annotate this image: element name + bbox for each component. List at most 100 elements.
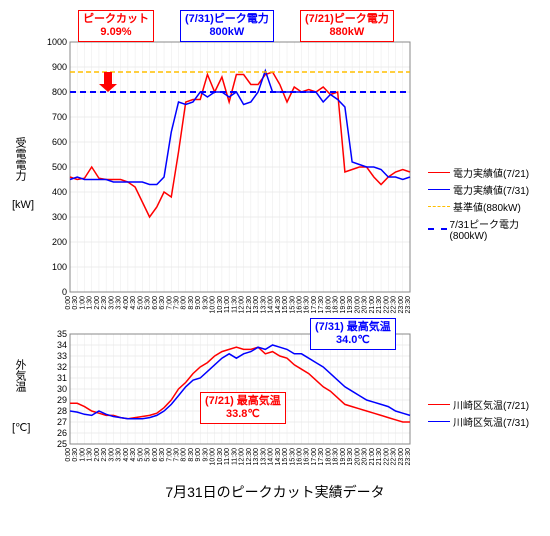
- svg-text:3:00: 3:00: [108, 296, 115, 310]
- callout: (7/31)ピーク電力800kW: [180, 10, 274, 42]
- svg-text:8:30: 8:30: [188, 296, 195, 310]
- svg-text:3:00: 3:00: [108, 448, 115, 462]
- svg-text:19:00: 19:00: [340, 296, 347, 314]
- svg-text:0:00: 0:00: [65, 448, 72, 462]
- svg-text:12:00: 12:00: [239, 296, 246, 314]
- svg-text:16:00: 16:00: [296, 448, 303, 466]
- svg-text:22:30: 22:30: [391, 296, 398, 314]
- svg-text:0:30: 0:30: [72, 448, 79, 462]
- svg-text:18:30: 18:30: [333, 448, 340, 466]
- svg-text:900: 900: [52, 62, 67, 72]
- svg-text:4:30: 4:30: [130, 448, 137, 462]
- legend-label: 基準値(880kW): [453, 199, 521, 214]
- svg-text:0:00: 0:00: [65, 296, 72, 310]
- chart: 25262728293031323334350:000:301:001:302:…: [10, 322, 540, 474]
- legend-item: 電力実績値(7/31): [428, 182, 540, 197]
- svg-text:21:00: 21:00: [369, 448, 376, 466]
- svg-text:28: 28: [57, 406, 67, 416]
- svg-text:1:00: 1:00: [79, 296, 86, 310]
- svg-text:20:00: 20:00: [354, 448, 361, 466]
- svg-text:30: 30: [57, 384, 67, 394]
- svg-text:15:00: 15:00: [282, 296, 289, 314]
- y-axis-label: 受電電力: [12, 137, 28, 181]
- svg-text:8:00: 8:00: [181, 296, 188, 310]
- svg-text:16:00: 16:00: [296, 296, 303, 314]
- svg-text:9:30: 9:30: [202, 296, 209, 310]
- svg-text:13:30: 13:30: [260, 296, 267, 314]
- svg-text:9:00: 9:00: [195, 448, 202, 462]
- svg-text:25: 25: [57, 439, 67, 449]
- svg-text:200: 200: [52, 237, 67, 247]
- svg-text:4:30: 4:30: [130, 296, 137, 310]
- svg-text:5:30: 5:30: [145, 448, 152, 462]
- svg-text:6:00: 6:00: [152, 296, 159, 310]
- svg-text:12:00: 12:00: [239, 448, 246, 466]
- legend-item: 基準値(880kW): [428, 199, 540, 214]
- legend-item: 川崎区気温(7/21): [428, 397, 529, 412]
- legend: 川崎区気温(7/21) 川崎区気温(7/31): [428, 397, 529, 431]
- svg-text:9:30: 9:30: [202, 448, 209, 462]
- svg-text:13:00: 13:00: [253, 296, 260, 314]
- svg-text:19:30: 19:30: [347, 448, 354, 466]
- svg-text:20:00: 20:00: [354, 296, 361, 314]
- svg-text:100: 100: [52, 262, 67, 272]
- svg-text:4:00: 4:00: [123, 296, 130, 310]
- svg-text:5:00: 5:00: [137, 296, 144, 310]
- svg-text:14:00: 14:00: [268, 296, 275, 314]
- svg-text:10:30: 10:30: [217, 296, 224, 314]
- svg-text:6:30: 6:30: [159, 296, 166, 310]
- svg-text:18:00: 18:00: [325, 296, 332, 314]
- svg-text:17:30: 17:30: [318, 296, 325, 314]
- svg-text:22:00: 22:00: [383, 296, 390, 314]
- svg-text:11:00: 11:00: [224, 448, 231, 465]
- svg-text:4:00: 4:00: [123, 448, 130, 462]
- svg-text:32: 32: [57, 362, 67, 372]
- svg-text:10:00: 10:00: [210, 448, 217, 466]
- svg-text:500: 500: [52, 162, 67, 172]
- legend-label: 電力実績値(7/31): [453, 182, 529, 197]
- callout: (7/31) 最高気温34.0℃: [310, 318, 396, 350]
- caption: 7月31日のピークカット実績データ: [10, 482, 540, 502]
- svg-text:15:30: 15:30: [289, 448, 296, 466]
- svg-text:17:30: 17:30: [318, 448, 325, 466]
- legend-label: 川崎区気温(7/31): [453, 414, 529, 429]
- svg-text:33: 33: [57, 351, 67, 361]
- svg-text:700: 700: [52, 112, 67, 122]
- svg-text:21:00: 21:00: [369, 296, 376, 314]
- svg-text:8:00: 8:00: [181, 448, 188, 462]
- svg-text:15:00: 15:00: [282, 448, 289, 466]
- svg-text:7:00: 7:00: [166, 296, 173, 310]
- svg-text:7:30: 7:30: [174, 296, 181, 310]
- svg-text:17:00: 17:00: [311, 448, 318, 466]
- legend-item: 7/31ピーク電力(800kW): [428, 216, 540, 242]
- svg-text:13:00: 13:00: [253, 448, 260, 466]
- svg-text:8:30: 8:30: [188, 448, 195, 462]
- svg-text:13:30: 13:30: [260, 448, 267, 466]
- legend-item: 電力実績値(7/21): [428, 165, 540, 180]
- svg-text:5:30: 5:30: [145, 296, 152, 310]
- callout: (7/21)ピーク電力880kW: [300, 10, 394, 42]
- svg-text:5:00: 5:00: [137, 448, 144, 462]
- svg-text:7:00: 7:00: [166, 448, 173, 462]
- svg-text:6:30: 6:30: [159, 448, 166, 462]
- svg-text:600: 600: [52, 137, 67, 147]
- callout: ピークカット9.09%: [78, 10, 154, 42]
- svg-text:2:00: 2:00: [94, 448, 101, 462]
- svg-text:31: 31: [57, 373, 67, 383]
- svg-text:11:30: 11:30: [231, 296, 238, 313]
- svg-text:14:00: 14:00: [268, 448, 275, 466]
- svg-text:23:30: 23:30: [405, 296, 412, 314]
- svg-text:11:30: 11:30: [231, 448, 238, 465]
- svg-text:23:00: 23:00: [398, 296, 405, 314]
- svg-text:6:00: 6:00: [152, 448, 159, 462]
- svg-text:10:30: 10:30: [217, 448, 224, 466]
- chart: 010020030040050060070080090010000:000:30…: [10, 10, 540, 322]
- svg-text:800: 800: [52, 87, 67, 97]
- svg-text:14:30: 14:30: [275, 296, 282, 314]
- svg-text:23:00: 23:00: [398, 448, 405, 466]
- svg-text:15:30: 15:30: [289, 296, 296, 314]
- svg-text:22:00: 22:00: [383, 448, 390, 466]
- legend: 電力実績値(7/21) 電力実績値(7/31) 基準値(880kW) 7/31ピーク電…: [428, 165, 540, 244]
- svg-text:20:30: 20:30: [362, 448, 369, 466]
- svg-text:12:30: 12:30: [246, 296, 253, 314]
